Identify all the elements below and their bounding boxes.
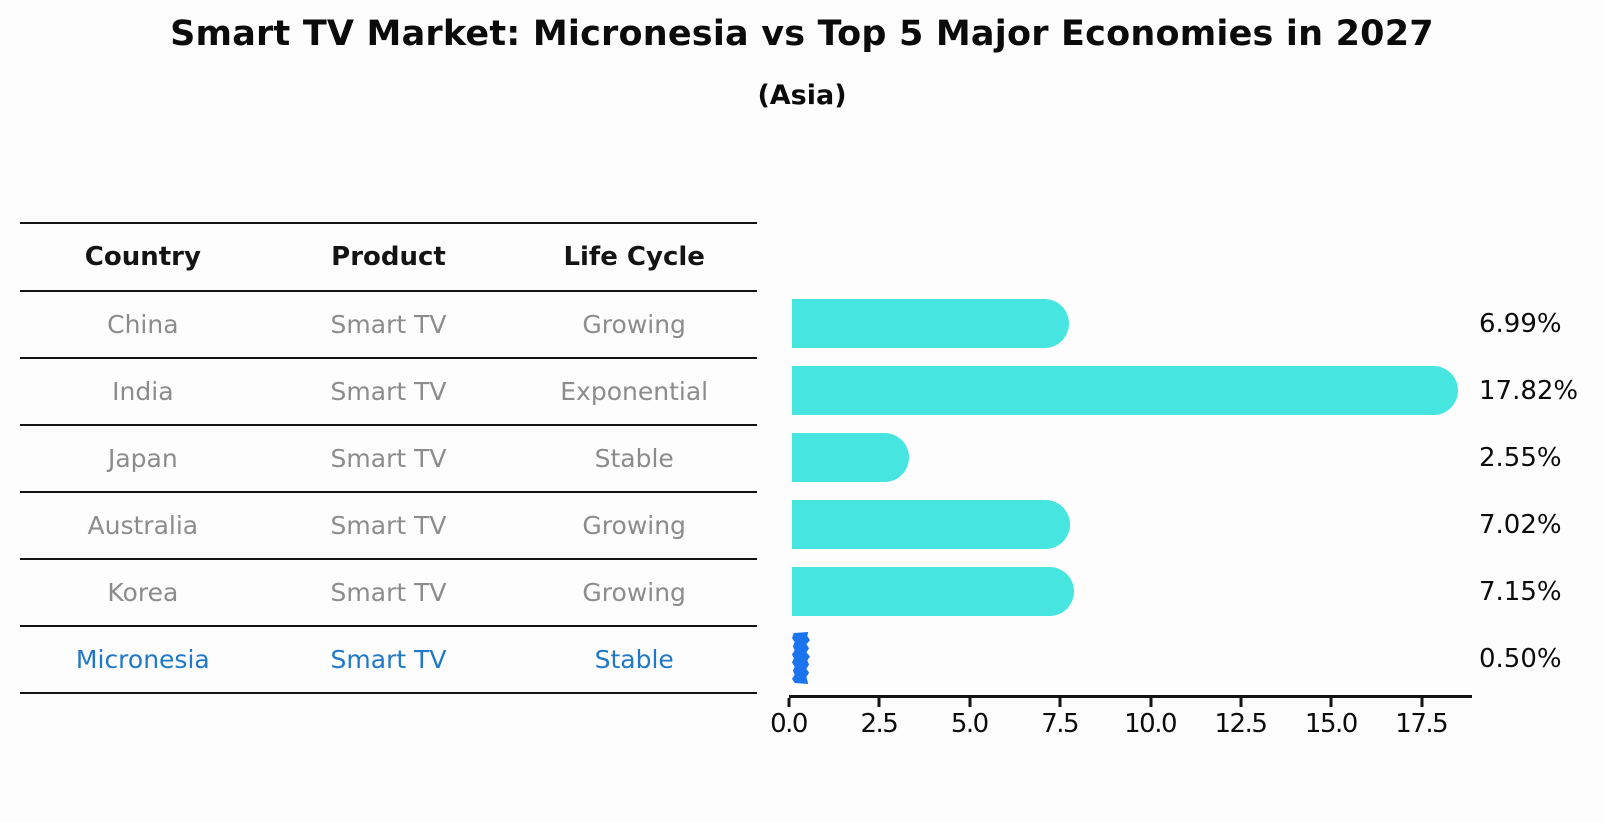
country-cell: Japan	[107, 444, 178, 473]
value-label-japan: 2.55%	[1479, 442, 1562, 473]
table-header-life-cycle: Life Cycle	[563, 242, 705, 272]
bar-micronesia	[792, 632, 810, 684]
value-label-australia: 7.02%	[1479, 509, 1562, 540]
x-axis-tick: 12.5	[1215, 698, 1268, 739]
country-cell: Australia	[87, 511, 199, 540]
table-row-micronesia: Micronesia Smart TV Stable	[20, 627, 757, 694]
life-cycle-cell: Stable	[594, 444, 674, 473]
value-label-india: 17.82%	[1479, 375, 1579, 406]
bar-row-china	[792, 290, 1472, 357]
x-tick-label: 0.0	[770, 709, 808, 739]
bar-korea	[792, 567, 1075, 616]
life-cycle-cell: Growing	[582, 578, 686, 607]
value-label-china: 6.99%	[1479, 308, 1562, 339]
bar-row-korea	[792, 558, 1472, 625]
bar-row-japan	[792, 424, 1472, 491]
x-axis-tick: 5.0	[951, 698, 989, 739]
bar-japan	[792, 433, 909, 482]
x-tick-label: 2.5	[860, 709, 898, 739]
bar-row-india	[792, 357, 1472, 424]
bar-chart	[792, 290, 1472, 692]
life-cycle-cell: Stable	[594, 645, 674, 674]
value-label-korea: 7.15%	[1479, 576, 1562, 607]
life-cycle-cell: Growing	[582, 310, 686, 339]
x-tick-label: 12.5	[1214, 709, 1268, 739]
table-row-australia: Australia Smart TV Growing	[20, 493, 757, 560]
product-cell: Smart TV	[330, 444, 447, 473]
product-cell: Smart TV	[330, 578, 447, 607]
x-axis-tick: 17.5	[1395, 698, 1449, 739]
chart-title: Smart TV Market: Micronesia vs Top 5 Maj…	[170, 14, 1434, 54]
table-header-row: Country Product Life Cycle	[20, 224, 757, 292]
bar-row-australia	[792, 491, 1472, 558]
x-tick-label: 10.0	[1124, 709, 1177, 739]
x-axis-tick: 7.5	[1041, 698, 1080, 739]
table-header-country: Country	[84, 242, 201, 272]
table-row-korea: Korea Smart TV Growing	[20, 560, 757, 627]
product-cell: Smart TV	[330, 511, 447, 540]
country-cell: Korea	[107, 578, 179, 607]
life-cycle-cell: Growing	[582, 511, 686, 540]
table-row-china: China Smart TV Growing	[20, 292, 757, 359]
table-row-japan: Japan Smart TV Stable	[20, 426, 757, 493]
value-label-micronesia: 0.50%	[1479, 643, 1562, 674]
country-table: Country Product Life Cycle China Smart T…	[20, 222, 757, 694]
product-cell: Smart TV	[330, 310, 447, 339]
x-tick-label: 15.0	[1304, 709, 1358, 739]
x-tick-label: 7.5	[1041, 709, 1079, 739]
life-cycle-cell: Exponential	[560, 377, 709, 406]
country-cell: China	[107, 310, 179, 339]
x-axis: 0.0 2.5 5.0 7.5 10.0 12.5 15.0 17.5	[770, 695, 1472, 739]
bar-micronesia-shape	[792, 632, 810, 684]
country-cell: Micronesia	[75, 645, 210, 674]
table-header-product: Product	[331, 242, 446, 272]
product-cell: Smart TV	[330, 377, 447, 406]
bar-china	[792, 299, 1069, 348]
x-axis-tick: 2.5	[860, 698, 899, 739]
country-cell: India	[112, 377, 174, 406]
x-axis-tick: 10.0	[1124, 698, 1178, 739]
x-axis-tick: 0.0	[770, 698, 808, 739]
table-row-india: India Smart TV Exponential	[20, 359, 757, 426]
bar-india	[792, 366, 1459, 415]
x-tick-label: 17.5	[1395, 709, 1448, 739]
x-axis-tick: 15.0	[1305, 698, 1358, 739]
product-cell: Smart TV	[330, 645, 447, 674]
bar-australia	[792, 500, 1070, 549]
chart-subtitle: (Asia)	[757, 80, 847, 111]
bar-row-micronesia	[792, 625, 1472, 692]
x-tick-label: 5.0	[950, 709, 989, 739]
